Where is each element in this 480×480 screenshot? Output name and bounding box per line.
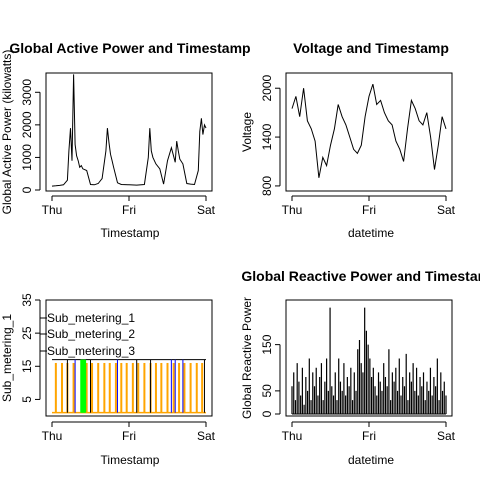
- y-axis-label: Voltage: [240, 112, 254, 152]
- data-line: [291, 83, 447, 178]
- x-tick-label: Sat: [197, 203, 216, 217]
- y-tick-label: 0: [20, 186, 34, 193]
- legend-entry: Sub_metering_2: [47, 327, 135, 341]
- x-tick-label: Fri: [362, 203, 376, 217]
- x-axis-label: Timestamp: [101, 453, 160, 467]
- axis-ticks: Thu Fri Sat 5 15 25 35: [20, 293, 216, 443]
- x-tick-label: Fri: [362, 429, 376, 443]
- axis-ticks: Thu Fri Sat 0 50 150: [260, 334, 456, 443]
- y-axis-label: Global Reactive Power: [240, 297, 254, 419]
- plot-frame: [45, 299, 213, 417]
- panel-voltage: Voltage and Timestamp Thu Fri Sat 800 1400 20…: [240, 40, 456, 240]
- x-tick-label: Thu: [282, 429, 303, 443]
- panel-sub-metering: Thu Fri Sat 5 15 25 35 Sub_metering_1 Sub_mete…: [0, 293, 216, 467]
- x-tick-label: Thu: [42, 203, 63, 217]
- plot-frame: [45, 72, 213, 192]
- y-tick-label: 1400: [260, 123, 274, 150]
- x-tick-label: Sat: [197, 429, 216, 443]
- x-tick-label: Thu: [282, 203, 303, 217]
- y-tick-label: 50: [260, 384, 274, 398]
- chart-title: Global Reactive Power and Timestamp: [241, 268, 480, 284]
- y-tick-label: 800: [260, 176, 274, 196]
- plot-frame: [285, 299, 453, 417]
- x-tick-label: Thu: [42, 429, 63, 443]
- x-axis-label: Timestamp: [101, 226, 160, 240]
- y-tick-label: 0: [260, 410, 274, 417]
- plot-frame: [285, 72, 453, 192]
- x-tick-label: Sat: [437, 429, 456, 443]
- panel-global-reactive-power: Global Reactive Power and Timestamp Thu F…: [240, 268, 480, 467]
- y-tick-label: 35: [20, 293, 34, 307]
- data-area: [291, 83, 447, 178]
- y-tick-label: 3000: [20, 79, 34, 106]
- data-line: [51, 74, 207, 187]
- y-tick-label: 1000: [20, 144, 34, 171]
- x-tick-label: Fri: [122, 429, 136, 443]
- axis-ticks: Thu Fri Sat 800 1400 2000: [260, 75, 456, 217]
- legend-entry: Sub_metering_1: [47, 311, 135, 325]
- y-tick-label: 150: [260, 334, 274, 354]
- y-tick-label: 2000: [20, 111, 34, 138]
- y-axis-label: Global Active Power (kilowatts): [0, 50, 14, 215]
- y-tick-label: 25: [20, 326, 34, 340]
- x-axis-label: datetime: [348, 453, 394, 467]
- data-area: [51, 74, 207, 187]
- x-tick-label: Sat: [437, 203, 456, 217]
- legend-entry: Sub_metering_3: [47, 344, 135, 358]
- panel-global-active-power: Global Active Power and Timestamp Thu Fri…: [0, 40, 251, 240]
- y-tick-label: 2000: [260, 75, 274, 102]
- x-axis-label: datetime: [348, 226, 394, 240]
- data-area: [52, 359, 206, 414]
- axis-ticks: Thu Fri Sat 0 1000 2000 3000: [20, 79, 216, 217]
- data-area: [291, 307, 447, 415]
- y-tick-label: 5: [20, 396, 34, 403]
- y-axis-label: Sub_metering_1: [0, 314, 14, 402]
- x-tick-label: Fri: [122, 203, 136, 217]
- chart-title: Voltage and Timestamp: [293, 40, 449, 56]
- legend: Sub_metering_1 Sub_metering_2 Sub_meteri…: [40, 311, 135, 358]
- chart-title: Global Active Power and Timestamp: [9, 40, 250, 56]
- y-tick-label: 15: [20, 359, 34, 373]
